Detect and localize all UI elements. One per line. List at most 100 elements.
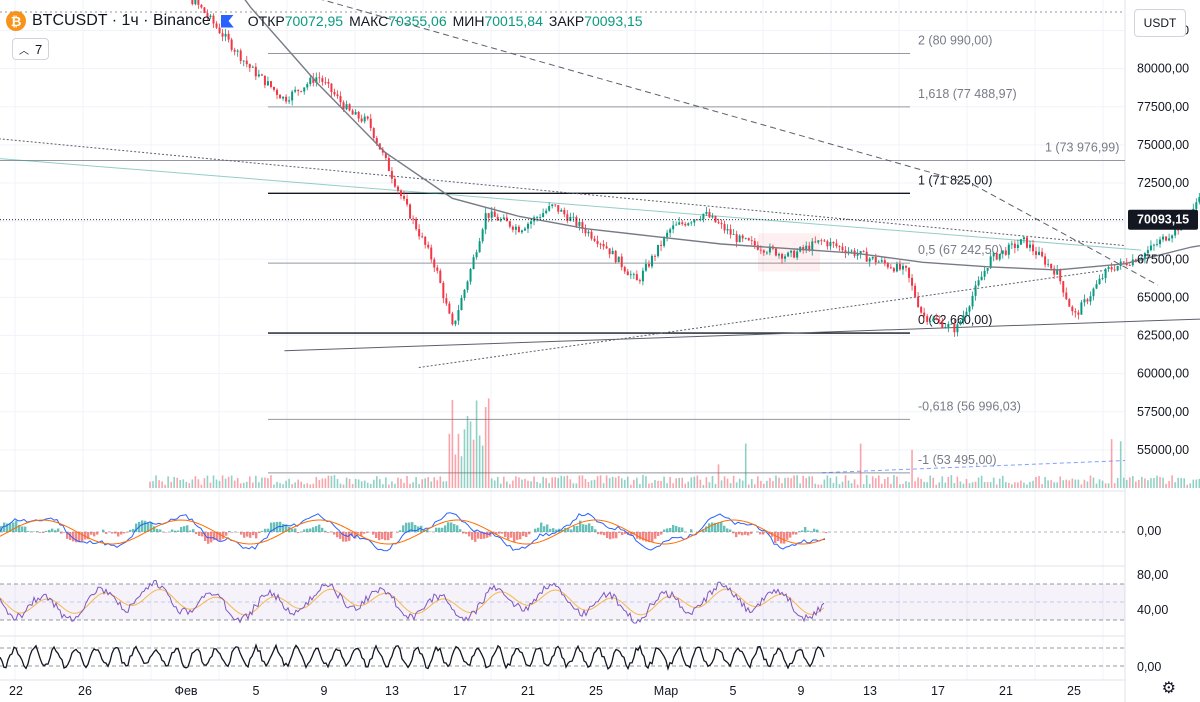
candle-body: [297, 89, 300, 92]
candle-body: [841, 246, 844, 251]
volume-bar: [995, 484, 998, 488]
candle-body: [729, 229, 732, 235]
volume-bar: [953, 483, 956, 488]
volume-bar: [442, 481, 445, 488]
macd-histogram-bar: [768, 532, 771, 535]
indicator-tick-label: 0,00: [1137, 660, 1161, 674]
candle-body: [502, 217, 505, 220]
volume-bar: [896, 476, 898, 488]
candle-body: [221, 33, 224, 37]
candle-body: [805, 245, 808, 250]
indicators-toggle[interactable]: ︿ 7: [12, 38, 50, 60]
volume-bar: [248, 476, 251, 488]
volume-bar: [793, 475, 795, 488]
candle-body: [436, 267, 439, 271]
macd-histogram-bar: [438, 527, 441, 532]
volume-bar: [551, 477, 553, 488]
candle-body: [593, 238, 596, 241]
volume-bar: [578, 475, 581, 488]
symbol-title[interactable]: BTCUSDT · 1ч · Binance: [32, 12, 211, 29]
macd-histogram-bar: [612, 532, 615, 539]
time-tick-label: 22: [9, 684, 23, 698]
time-tick-label: 9: [321, 684, 328, 698]
volume-bar: [826, 475, 829, 488]
candle-body: [514, 226, 517, 230]
volume-bar: [663, 476, 665, 488]
candle-body: [738, 235, 741, 243]
macd-histogram-bar: [189, 530, 192, 532]
candle-body: [393, 178, 396, 187]
macd-histogram-bar: [582, 524, 585, 532]
volume-bar: [602, 483, 605, 488]
flag-icon[interactable]: [220, 14, 234, 28]
macd-histogram-bar: [336, 532, 339, 538]
volume-bar: [760, 480, 762, 488]
candle-body: [554, 204, 557, 206]
macd-histogram-bar: [468, 532, 471, 537]
volume-bar: [723, 476, 726, 488]
candle-body: [236, 50, 239, 52]
price-tick-label: 77500,00: [1137, 100, 1189, 114]
candle-body: [578, 221, 581, 226]
macd-histogram-bar: [294, 528, 297, 532]
candle-body: [980, 276, 983, 281]
currency-button[interactable]: USDT: [1134, 9, 1186, 37]
candle-body: [266, 81, 269, 86]
macd-histogram-bar: [66, 532, 69, 539]
volume-bar: [173, 476, 175, 488]
volume-bar: [874, 478, 877, 488]
candle-body: [563, 209, 566, 215]
macd-histogram-bar: [615, 532, 618, 539]
candle-body: [678, 222, 681, 225]
macd-histogram-bar: [669, 527, 672, 532]
candle-body: [254, 66, 257, 77]
volume-bar: [581, 475, 584, 488]
candle-body: [584, 228, 587, 234]
candle-body: [1035, 251, 1038, 255]
candle-body: [1010, 243, 1013, 245]
volume-bar: [847, 480, 850, 488]
macd-histogram-bar: [411, 522, 414, 532]
macd-histogram-bar: [252, 532, 255, 536]
volume-bar: [596, 476, 599, 488]
volume-bar: [784, 477, 786, 488]
candle-body: [203, 7, 206, 13]
macd-histogram-bar: [405, 522, 408, 532]
macd-histogram-bar: [255, 532, 258, 539]
candle-body: [327, 82, 330, 84]
volume-bar: [1004, 482, 1007, 488]
grid: [0, 0, 1126, 702]
volume-bar: [261, 477, 263, 488]
volume-bar: [711, 475, 714, 488]
volume-bar: [1092, 477, 1095, 488]
volume-bar: [642, 475, 644, 488]
volume-bar: [929, 475, 931, 488]
macd-histogram-bar: [750, 532, 753, 534]
volume-bar: [472, 439, 475, 488]
chevron-up-icon: ︿: [19, 45, 29, 57]
candle-body: [587, 231, 590, 234]
candle-body: [1028, 244, 1031, 248]
volume-bar: [590, 480, 593, 488]
volume-bar: [747, 484, 750, 488]
volume-bar: [194, 476, 197, 488]
volume-bar: [379, 479, 381, 488]
gear-icon[interactable]: ⚙: [1161, 680, 1176, 697]
volume-bar: [1192, 479, 1195, 488]
volume-bar: [750, 479, 753, 488]
macd-histogram-bar: [501, 532, 504, 534]
candle-body: [844, 250, 847, 254]
volume-bar: [856, 484, 859, 488]
volume-bar: [188, 483, 191, 488]
candle-body: [868, 258, 871, 262]
macd-histogram-bar: [657, 532, 660, 537]
volume-bar: [499, 483, 502, 488]
macd-histogram-bar: [147, 522, 150, 532]
candle-body: [1155, 244, 1158, 245]
candle-body: [669, 229, 672, 233]
macd-histogram-bar: [645, 532, 648, 542]
macd-histogram-bar: [807, 530, 810, 532]
macd-histogram-bar: [648, 532, 651, 543]
volume-bar: [862, 484, 865, 488]
